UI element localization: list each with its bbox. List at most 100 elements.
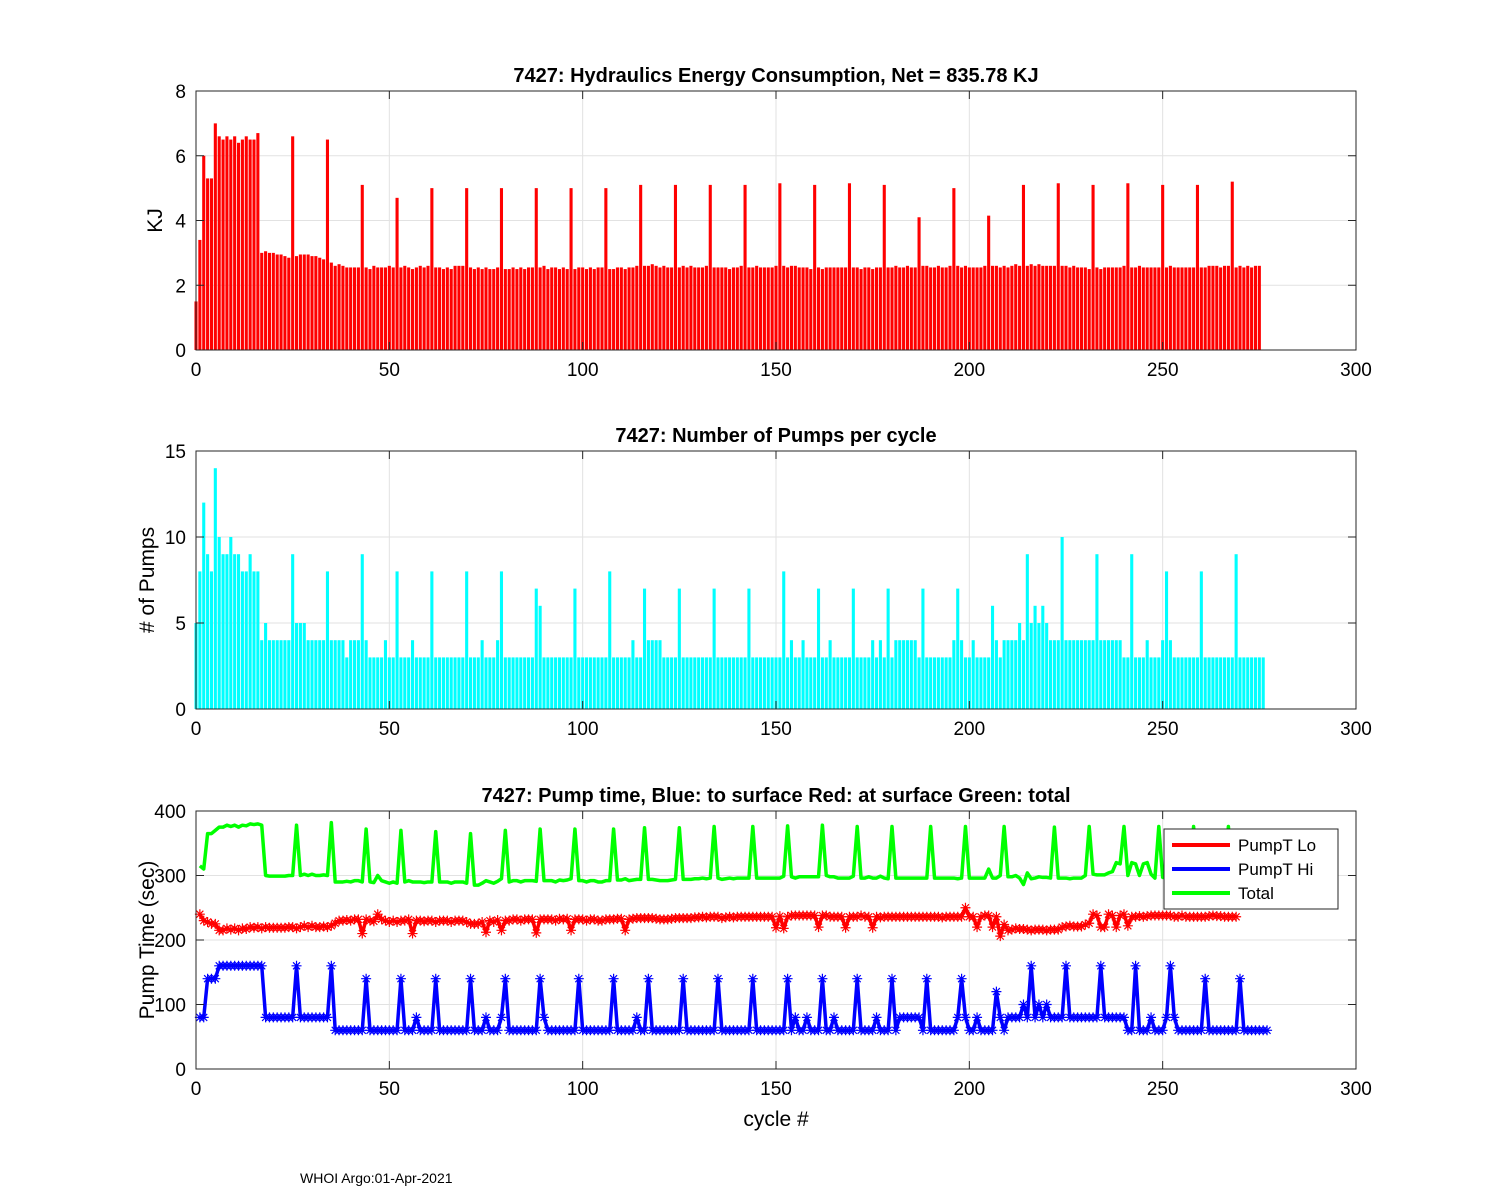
- data-point: [1142, 911, 1153, 922]
- data-point: [392, 916, 403, 927]
- bar: [658, 267, 662, 350]
- bar: [488, 269, 492, 350]
- data-point: [322, 922, 333, 933]
- data-point: [829, 1012, 839, 1023]
- bar: [1184, 267, 1188, 350]
- x-tick-label: 0: [191, 1079, 202, 1100]
- bar: [828, 267, 832, 350]
- bar: [1021, 640, 1026, 709]
- bar: [983, 265, 987, 350]
- bar: [407, 657, 411, 709]
- bar: [747, 267, 751, 350]
- bar: [662, 265, 666, 350]
- bar: [851, 267, 855, 350]
- bar: [1048, 640, 1053, 709]
- data-point: [662, 914, 673, 925]
- bar: [542, 265, 546, 350]
- bar: [291, 136, 295, 350]
- bar: [844, 267, 848, 350]
- bar: [925, 657, 929, 709]
- data-point: [952, 1012, 963, 1023]
- bar: [441, 269, 446, 350]
- bar: [1029, 264, 1033, 350]
- data-point: [365, 915, 375, 926]
- bar: [271, 640, 275, 709]
- bar: [755, 657, 759, 709]
- bar: [878, 640, 882, 709]
- bar: [569, 188, 573, 350]
- bar: [1199, 267, 1203, 350]
- x-tick-label: 100: [567, 719, 599, 740]
- data-point: [558, 914, 569, 925]
- bar: [264, 251, 268, 350]
- bar: [728, 269, 732, 350]
- bar: [990, 265, 995, 350]
- bar: [758, 267, 763, 350]
- bar: [739, 657, 743, 709]
- bar: [909, 640, 913, 709]
- bar: [302, 623, 306, 709]
- bar: [886, 267, 890, 350]
- bar: [573, 269, 577, 350]
- bar: [805, 267, 809, 350]
- chart-title: 7427: Hydraulics Energy Consumption, Net…: [513, 65, 1038, 87]
- bar: [283, 640, 287, 709]
- bar: [797, 267, 801, 350]
- bar: [1095, 267, 1099, 350]
- data-point: [743, 1025, 754, 1036]
- data-point: [1231, 911, 1242, 922]
- bar: [766, 657, 770, 709]
- bar: [967, 657, 971, 709]
- data-point: [848, 1025, 859, 1036]
- bar: [1006, 267, 1010, 350]
- bar: [441, 657, 446, 709]
- bar: [526, 657, 531, 709]
- bar: [762, 657, 766, 709]
- bar: [1072, 640, 1076, 709]
- data-point: [353, 914, 364, 925]
- data-point: [233, 925, 244, 936]
- bar: [1110, 267, 1114, 350]
- data-point: [1200, 911, 1211, 922]
- bar: [1056, 640, 1060, 709]
- bar: [530, 657, 534, 709]
- data-point: [999, 919, 1010, 930]
- bar: [1076, 640, 1080, 709]
- data-point: [956, 911, 967, 922]
- bar: [994, 265, 998, 350]
- bar: [975, 267, 979, 350]
- bar: [987, 215, 991, 350]
- data-point: [407, 928, 418, 939]
- data-point: [1076, 921, 1087, 932]
- bar: [252, 139, 256, 350]
- bar: [1215, 265, 1219, 350]
- data-point: [1026, 960, 1037, 971]
- bar: [677, 588, 681, 709]
- bar: [426, 657, 430, 709]
- y-tick-label: 6: [175, 147, 186, 168]
- bar: [751, 657, 755, 709]
- bar: [670, 657, 674, 709]
- bar: [867, 267, 871, 350]
- bar: [306, 640, 310, 709]
- bar: [708, 184, 712, 350]
- data-point: [252, 922, 263, 933]
- data-point: [1099, 922, 1110, 933]
- bar: [438, 657, 442, 709]
- data-point: [303, 922, 314, 933]
- bar: [766, 267, 770, 350]
- bar: [1091, 640, 1095, 709]
- bar: [380, 267, 384, 350]
- data-point: [786, 1025, 797, 1036]
- data-point: [1041, 999, 1052, 1010]
- bar: [874, 267, 879, 350]
- bar: [217, 136, 221, 350]
- data-point: [500, 973, 511, 984]
- bar: [871, 640, 875, 709]
- legend-label: PumpT Hi: [1238, 860, 1313, 879]
- bar: [476, 657, 480, 709]
- data-point: [481, 1012, 491, 1023]
- bar: [260, 252, 264, 350]
- data-point: [1064, 920, 1075, 931]
- bar: [333, 640, 337, 709]
